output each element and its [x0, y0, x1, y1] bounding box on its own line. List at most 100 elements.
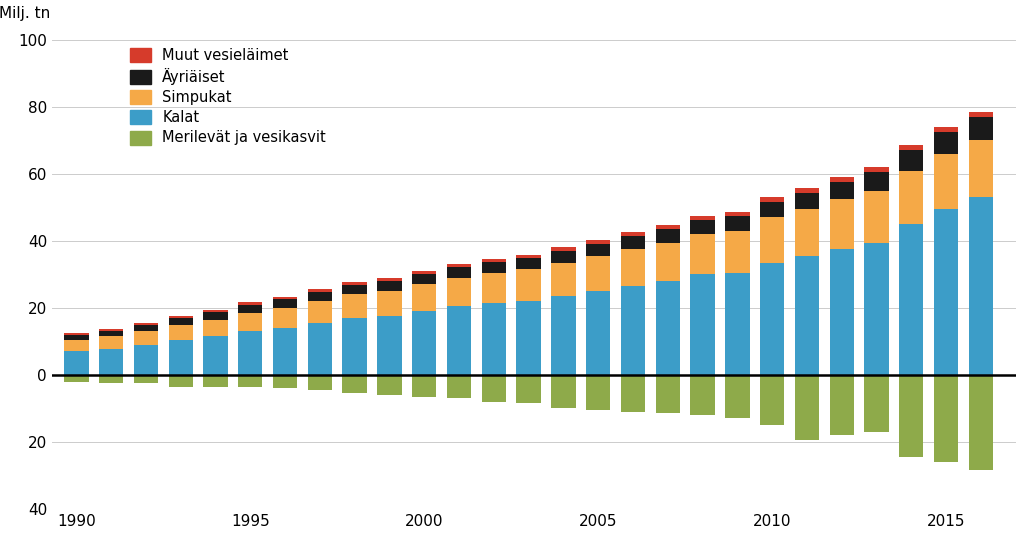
Bar [169, 375, 193, 387]
Bar [169, 340, 193, 375]
Bar [342, 285, 367, 294]
Bar [446, 306, 471, 375]
Bar [586, 240, 610, 243]
Bar [551, 375, 575, 408]
Bar [342, 294, 367, 318]
Bar [307, 292, 332, 301]
Bar [969, 112, 993, 117]
Bar [551, 247, 575, 251]
Bar [65, 335, 88, 340]
Bar [412, 375, 436, 397]
Bar [377, 375, 401, 395]
Bar [551, 263, 575, 296]
Bar [307, 323, 332, 375]
Bar [204, 375, 227, 387]
Bar [446, 264, 471, 267]
Bar [725, 216, 750, 231]
Bar [481, 303, 506, 375]
Bar [204, 312, 227, 320]
Bar [239, 313, 262, 331]
Bar [621, 233, 645, 236]
Bar [134, 325, 158, 331]
Text: Milj. tn: Milj. tn [0, 6, 50, 21]
Bar [516, 258, 541, 270]
Bar [760, 197, 784, 202]
Bar [690, 216, 715, 220]
Bar [690, 220, 715, 234]
Bar [446, 278, 471, 306]
Bar [551, 251, 575, 263]
Bar [412, 271, 436, 274]
Bar [899, 146, 924, 150]
Bar [655, 225, 680, 229]
Bar [655, 243, 680, 281]
Bar [795, 193, 819, 209]
Bar [516, 375, 541, 403]
Bar [307, 375, 332, 390]
Bar [342, 318, 367, 375]
Bar [621, 249, 645, 286]
Bar [412, 285, 436, 311]
Bar [65, 375, 88, 381]
Bar [864, 243, 889, 375]
Bar [377, 316, 401, 375]
Bar [481, 375, 506, 402]
Bar [516, 301, 541, 375]
Bar [969, 117, 993, 140]
Bar [516, 270, 541, 301]
Bar [690, 375, 715, 415]
Bar [273, 375, 297, 388]
Bar [342, 282, 367, 285]
Bar [586, 291, 610, 375]
Bar [899, 150, 924, 171]
Bar [307, 289, 332, 292]
Bar [690, 274, 715, 375]
Bar [864, 191, 889, 243]
Bar [655, 375, 680, 413]
Bar [134, 331, 158, 345]
Bar [829, 199, 854, 249]
Bar [934, 209, 958, 375]
Bar [725, 231, 750, 273]
Bar [99, 375, 123, 383]
Bar [169, 324, 193, 340]
Bar [586, 256, 610, 291]
Bar [969, 375, 993, 470]
Bar [65, 351, 88, 375]
Bar [899, 224, 924, 375]
Bar [481, 259, 506, 262]
Legend: Muut vesieläimet, Äyriäiset, Simpukat, Kalat, Merilevät ja vesikasvit: Muut vesieläimet, Äyriäiset, Simpukat, K… [124, 42, 332, 151]
Bar [655, 229, 680, 243]
Bar [760, 217, 784, 263]
Bar [899, 375, 924, 457]
Bar [621, 375, 645, 412]
Bar [829, 375, 854, 435]
Bar [204, 320, 227, 336]
Bar [446, 267, 471, 278]
Bar [969, 140, 993, 197]
Bar [65, 340, 88, 351]
Bar [864, 167, 889, 172]
Bar [795, 188, 819, 193]
Bar [934, 127, 958, 132]
Bar [551, 296, 575, 375]
Bar [239, 375, 262, 387]
Bar [481, 273, 506, 303]
Bar [725, 375, 750, 418]
Bar [655, 281, 680, 375]
Bar [481, 262, 506, 273]
Bar [377, 278, 401, 281]
Bar [412, 311, 436, 375]
Bar [864, 375, 889, 432]
Bar [934, 154, 958, 209]
Bar [725, 212, 750, 216]
Bar [99, 331, 123, 336]
Bar [829, 177, 854, 182]
Bar [864, 172, 889, 191]
Bar [760, 375, 784, 425]
Bar [307, 301, 332, 323]
Bar [65, 333, 88, 335]
Bar [204, 310, 227, 312]
Bar [621, 286, 645, 375]
Bar [690, 234, 715, 274]
